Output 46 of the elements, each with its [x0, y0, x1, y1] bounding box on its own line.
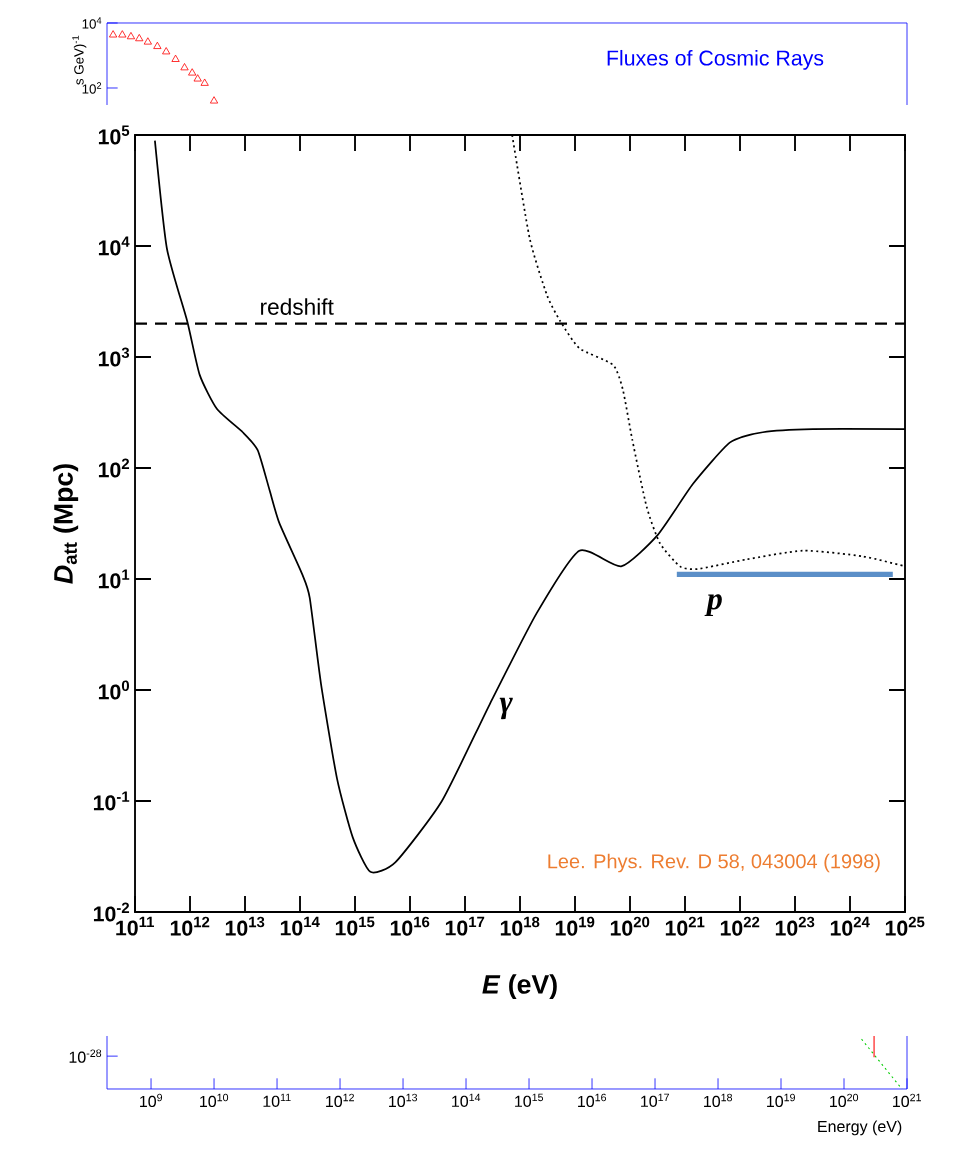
x-tick-label: 10$^{15}$ [335, 916, 375, 936]
series-label: γ [499, 697, 513, 720]
x-tick-label: 10$^{24}$ [830, 916, 870, 936]
x-tick-label: 10$^{23}$ [775, 916, 815, 936]
text: Fluxes of Cosmic Rays [607, 49, 824, 70]
x-tick-label: 10$^{21}$ [893, 1093, 921, 1108]
x-axis-title: Energy (eV) [818, 1120, 902, 1136]
x-tick-label: 10$^{16}$ [578, 1093, 607, 1108]
x-tick-label: 10$^{11}$ [263, 1093, 291, 1107]
y-tick-label: 10$^{-1}$ [93, 791, 130, 811]
x-tick-label: 10$^{17}$ [641, 1093, 669, 1107]
text: 10$^{-28}$ [69, 1049, 102, 1063]
y-tick-label: 10$^{4}$ [98, 236, 130, 256]
x-tick-label: 10$^{14}$ [452, 1093, 481, 1107]
x-tick-label: 10$^{20}$ [610, 916, 650, 936]
x-tick-label: 10$^{10}$ [200, 1093, 229, 1108]
x-tick-label: 10$^{14}$ [280, 916, 320, 936]
x-tick-label: 10$^{9}$ [140, 1093, 163, 1108]
x-tick-label: 10$^{11}$ [116, 916, 155, 936]
x-tick-label: 10$^{12}$ [326, 1093, 354, 1108]
x-tick-label: 10$^{25}$ [885, 916, 925, 936]
x-tick-label: 10$^{12}$ [170, 916, 210, 936]
y-tick-label: 10$^{0}$ [98, 680, 130, 700]
x-tick-label: 10$^{19}$ [767, 1093, 795, 1108]
x-axis-title: E (eV) [482, 974, 557, 1000]
x-tick-label: 10$^{18}$ [500, 916, 540, 936]
x-tick-label: 10$^{17}$ [445, 916, 485, 936]
y-tick-label: 10$^{1}$ [98, 569, 130, 589]
x-tick-label: 10$^{19}$ [555, 916, 595, 936]
y-tick-label: 10$^{5}$ [98, 125, 130, 145]
x-tick-label: 10$^{22}$ [720, 916, 760, 936]
x-tick-label: 10$^{21}$ [665, 916, 705, 936]
ref-line-label: redshift [261, 298, 334, 315]
y-tick-label: 10$^{3}$ [98, 347, 130, 367]
y-tick-label: 10$^{2}$ [98, 458, 130, 478]
x-tick-label: 10$^{13}$ [389, 1093, 418, 1108]
annotation: Lee. Phys. Rev. D 58, 043004 (1998) [548, 853, 880, 873]
x-tick-label: 10$^{13}$ [225, 916, 265, 936]
x-tick-label: 10$^{15}$ [515, 1093, 544, 1107]
x-tick-label: 10$^{16}$ [390, 916, 430, 936]
y-axis-title: s GeV)$^{-1}$ [72, 35, 87, 85]
x-tick-label: 10$^{18}$ [704, 1093, 733, 1108]
y-tick-label: 10$^{4}$ [82, 17, 102, 29]
x-tick-label: 10$^{20}$ [830, 1093, 859, 1108]
y-axis-title: D$_{att}$ (Mpc) [53, 464, 79, 584]
series-label: p [704, 594, 722, 617]
